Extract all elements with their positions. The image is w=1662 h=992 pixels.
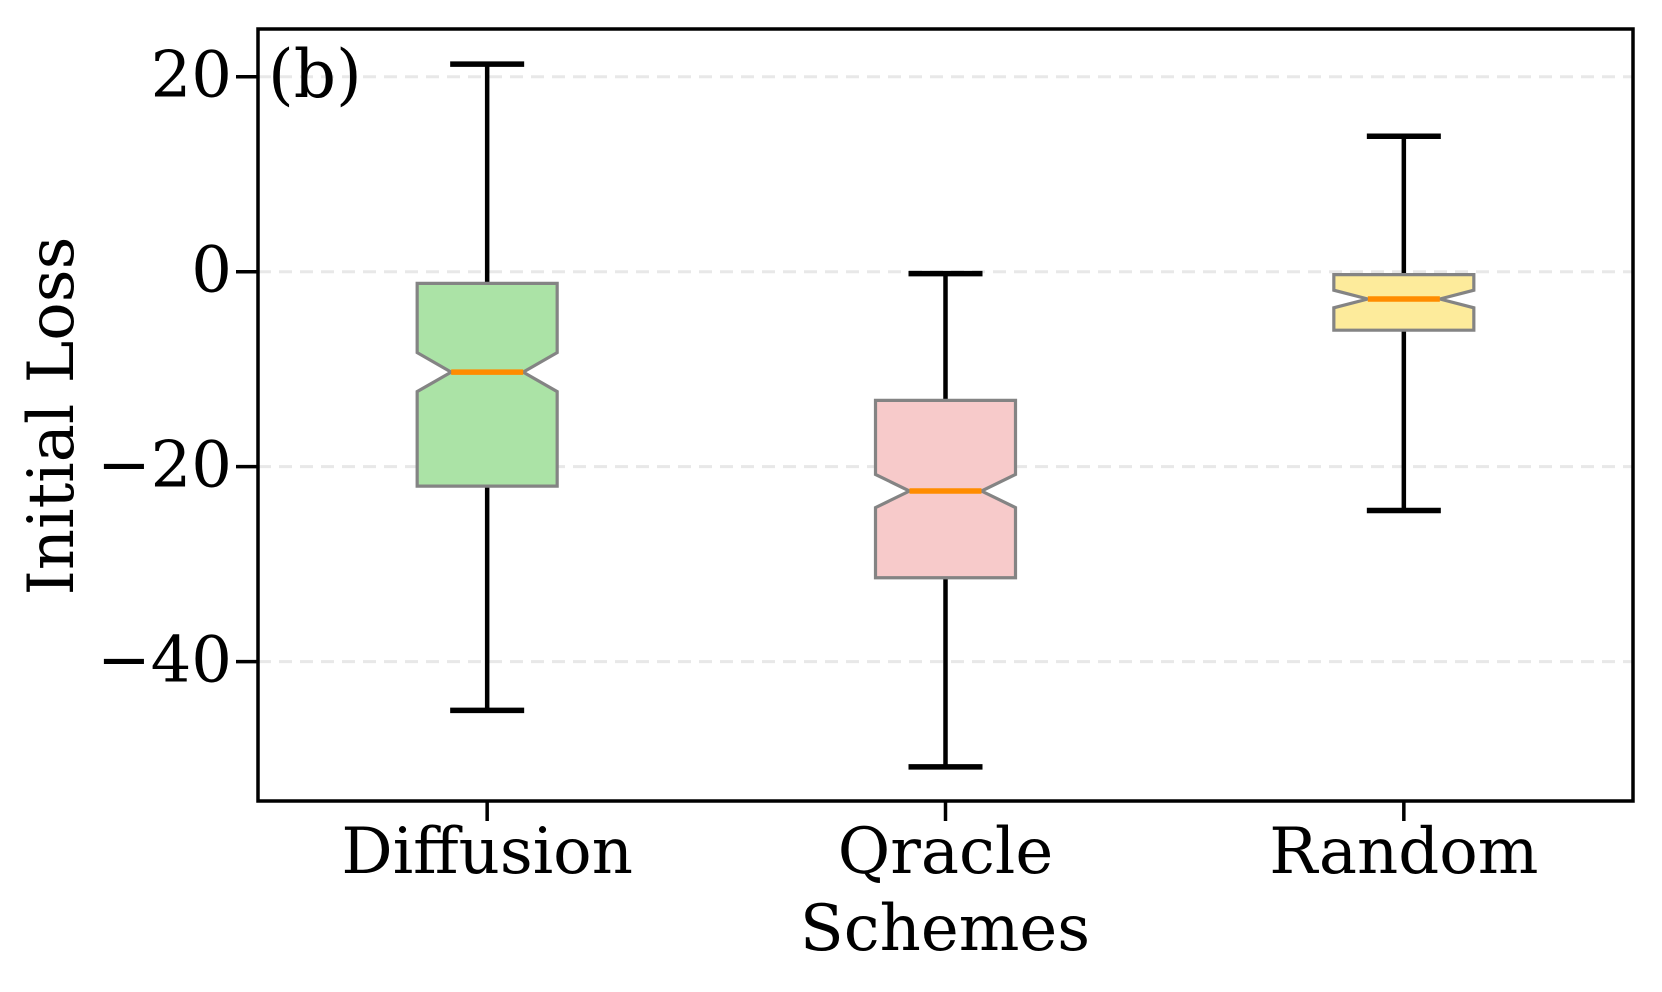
y-tick-label-20: 20 <box>150 38 232 113</box>
box-random <box>1332 273 1476 332</box>
x-axis-title: Schemes <box>799 892 1091 966</box>
y-tick-label-−20: −20 <box>96 428 232 503</box>
box-diffusion <box>415 281 559 488</box>
y-tick-label-0: 0 <box>191 233 232 308</box>
y-tick-label-−40: −40 <box>96 623 232 698</box>
panel-label: (b) <box>268 36 362 113</box>
x-tick-label-diffusion: Diffusion <box>341 815 633 889</box>
x-tick-label-random: Random <box>1269 815 1539 889</box>
x-tick-label-qracle: Qracle <box>837 815 1054 889</box>
